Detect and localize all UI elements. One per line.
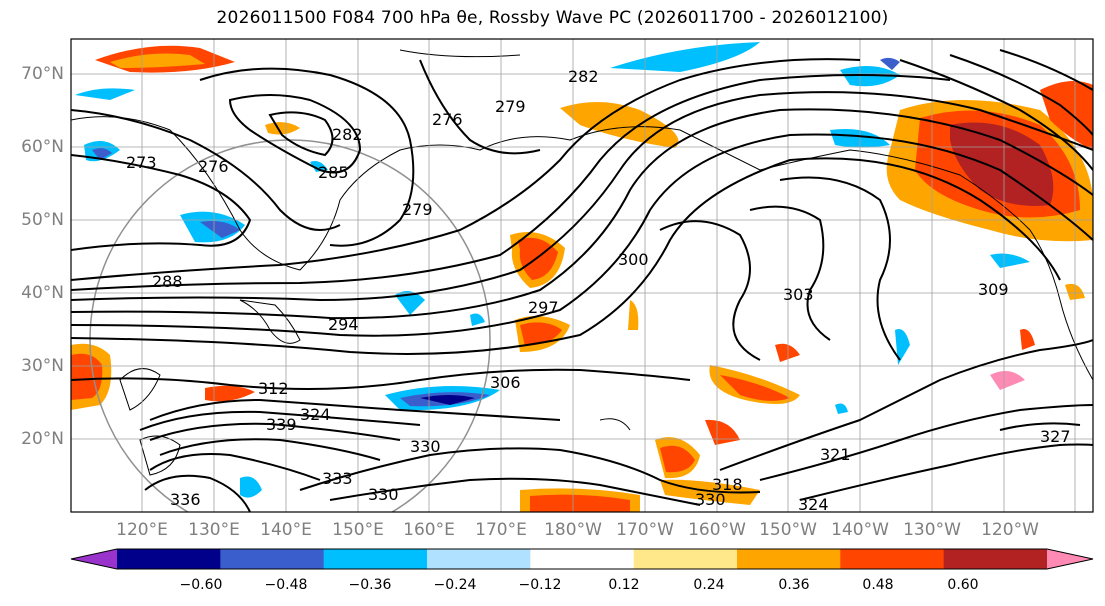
contour-label: 312 bbox=[258, 379, 289, 398]
lon-label: 170°W bbox=[616, 520, 674, 540]
colorbar-tick: 0.24 bbox=[693, 577, 725, 593]
colorbar-tick: 0.48 bbox=[862, 577, 894, 593]
contour-label: 282 bbox=[332, 125, 363, 144]
colorbar-tick: −0.36 bbox=[348, 577, 392, 593]
colorbar-tick: 0.36 bbox=[778, 577, 810, 593]
lat-label-60n: 60°N bbox=[21, 137, 64, 157]
contour-labels: 273 276 276 279 279 282 282 285 288 294 … bbox=[126, 67, 1071, 514]
colorbar-tick: −0.24 bbox=[433, 577, 477, 593]
lon-label: 150°W bbox=[759, 520, 817, 540]
contour-label: 303 bbox=[783, 285, 814, 304]
contour-label: 333 bbox=[322, 469, 353, 488]
lat-label-20n: 20°N bbox=[21, 429, 64, 449]
map-frame bbox=[70, 38, 1094, 513]
colorbar-tick: −0.12 bbox=[518, 577, 562, 593]
lat-label-30n: 30°N bbox=[21, 356, 64, 376]
colorbar-tick: 0.12 bbox=[608, 577, 640, 593]
lon-label: 140°E bbox=[260, 520, 312, 540]
contour-label: 330 bbox=[695, 490, 726, 509]
lat-label-40n: 40°N bbox=[21, 283, 64, 303]
contour-label: 300 bbox=[618, 250, 649, 269]
lon-label: 170°E bbox=[475, 520, 527, 540]
lon-label: 130°W bbox=[903, 520, 961, 540]
contour-label: 288 bbox=[152, 272, 183, 291]
lon-label: 130°E bbox=[188, 520, 240, 540]
contour-label: 321 bbox=[820, 445, 851, 464]
contour-label: 279 bbox=[402, 200, 433, 219]
contour-label: 330 bbox=[410, 437, 441, 456]
lat-label-50n: 50°N bbox=[21, 210, 64, 230]
contour-label: 276 bbox=[432, 110, 463, 129]
contour-label: 327 bbox=[1040, 427, 1071, 446]
lon-label: 180°W bbox=[544, 520, 602, 540]
contour-label: 318 bbox=[712, 475, 743, 494]
lon-label: 160°W bbox=[688, 520, 746, 540]
plot-title: 2026011500 F084 700 hPa θe, Rossby Wave … bbox=[216, 8, 889, 28]
lon-label: 120°W bbox=[981, 520, 1039, 540]
contour-label: 273 bbox=[126, 153, 157, 172]
colorbar-tick: −0.60 bbox=[179, 577, 223, 593]
contour-label: 276 bbox=[198, 157, 229, 176]
lat-label-70n: 70°N bbox=[21, 64, 64, 84]
lon-label: 120°E bbox=[116, 520, 168, 540]
anomaly-shading bbox=[71, 42, 1093, 512]
colorbar-tick: −0.48 bbox=[264, 577, 308, 593]
lon-label: 150°E bbox=[332, 520, 384, 540]
contour-label: 294 bbox=[328, 315, 359, 334]
contour-label: 285 bbox=[318, 163, 349, 182]
lon-label: 140°W bbox=[831, 520, 889, 540]
contour-label: 324 bbox=[798, 495, 829, 514]
colorbar-tick: 0.60 bbox=[947, 577, 979, 593]
contour-label: 279 bbox=[495, 97, 526, 116]
theta-e-contours bbox=[71, 49, 1093, 512]
contour-label: 309 bbox=[978, 280, 1009, 299]
contour-label: 282 bbox=[568, 67, 599, 86]
contour-label: 324 bbox=[300, 405, 331, 424]
contour-label: 330 bbox=[368, 485, 399, 504]
contour-label: 297 bbox=[528, 298, 559, 317]
lon-label: 160°E bbox=[403, 520, 455, 540]
contour-label: 336 bbox=[170, 490, 201, 509]
contour-label: 306 bbox=[490, 373, 521, 392]
coastlines bbox=[71, 49, 1093, 476]
contour-label: 339 bbox=[266, 415, 297, 434]
